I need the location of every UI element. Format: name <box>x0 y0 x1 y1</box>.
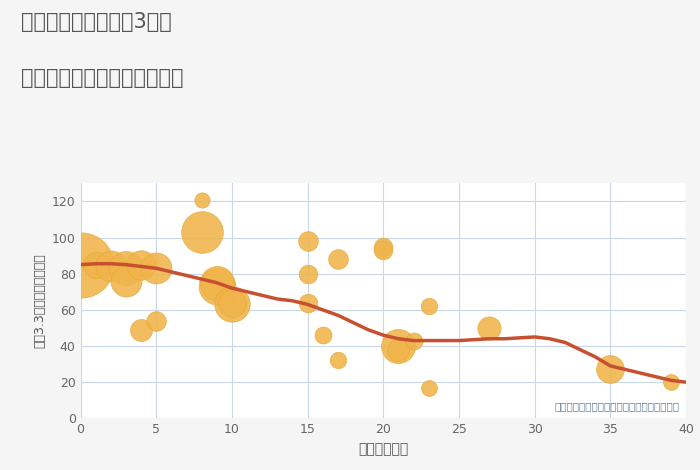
Point <box>196 196 207 204</box>
Point <box>136 326 147 334</box>
Point <box>408 337 419 345</box>
Y-axis label: 坪（3.3㎡）単価（万円）: 坪（3.3㎡）単価（万円） <box>33 253 46 348</box>
Point <box>423 384 434 392</box>
Point <box>484 324 495 332</box>
Point <box>393 342 404 350</box>
Text: 三重県名張市春日丘3番町: 三重県名張市春日丘3番町 <box>21 12 172 32</box>
Point <box>120 265 132 272</box>
Point <box>120 277 132 285</box>
Point <box>105 263 116 270</box>
Point <box>332 256 344 263</box>
Point <box>75 261 86 268</box>
Text: 円の大きさは、取引のあった物件面積を示す: 円の大きさは、取引のあった物件面積を示す <box>555 401 680 411</box>
Point <box>393 346 404 353</box>
Point <box>150 317 162 324</box>
Text: 築年数別中古マンション価格: 築年数別中古マンション価格 <box>21 68 183 88</box>
Point <box>211 282 223 290</box>
Point <box>332 357 344 364</box>
Point <box>136 261 147 268</box>
Point <box>317 331 328 339</box>
Point <box>378 243 389 251</box>
Point <box>302 299 313 306</box>
Point <box>226 301 237 308</box>
Point <box>302 237 313 245</box>
Point <box>423 303 434 310</box>
Point <box>378 246 389 254</box>
Point <box>665 378 676 386</box>
Point <box>226 299 237 306</box>
Point <box>605 366 616 373</box>
Point <box>150 265 162 272</box>
Point <box>196 228 207 236</box>
Point <box>90 261 101 268</box>
Point <box>302 270 313 277</box>
X-axis label: 築年数（年）: 築年数（年） <box>358 442 408 456</box>
Point <box>211 279 223 287</box>
